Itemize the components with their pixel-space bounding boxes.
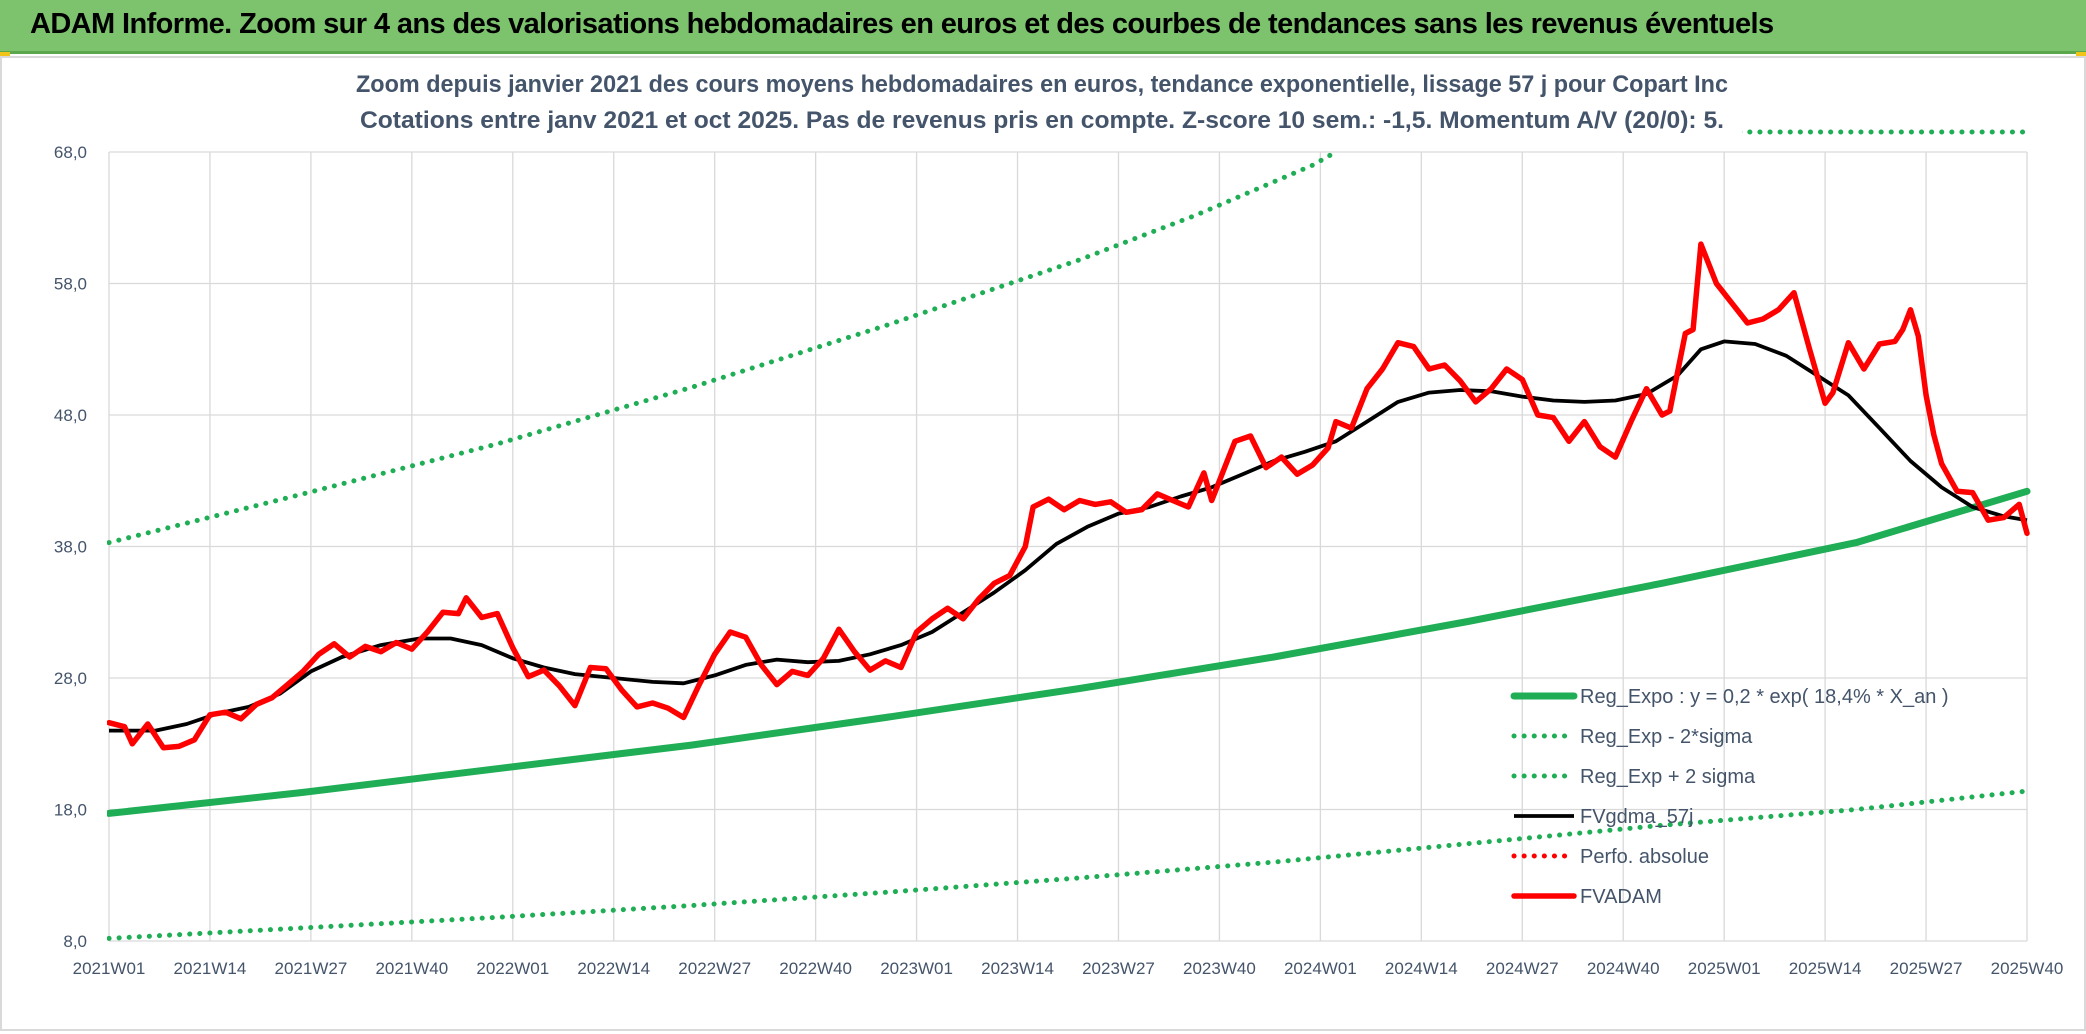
page-title: ADAM Informe. Zoom sur 4 ans des valoris… <box>30 8 1774 40</box>
legend-label: Reg_Exp - 2*sigma <box>1580 726 1753 748</box>
x-tick-label: 2022W40 <box>779 959 852 978</box>
x-tick-label: 2025W14 <box>1789 959 1862 978</box>
title-background <box>342 61 1742 97</box>
x-tick-label: 2022W14 <box>577 959 650 978</box>
x-tick-label: 2023W27 <box>1082 959 1155 978</box>
legend-label: Reg_Exp + 2 sigma <box>1580 766 1756 788</box>
x-tick-label: 2022W27 <box>678 959 751 978</box>
x-tick-label: 2023W14 <box>981 959 1054 978</box>
x-tick-label: 2023W01 <box>880 959 953 978</box>
x-tick-label: 2024W01 <box>1284 959 1357 978</box>
corner-marker-left <box>0 52 10 58</box>
x-tick-label: 2025W40 <box>1991 959 2064 978</box>
corner-marker-right <box>2076 52 2086 58</box>
legend-label: Reg_Expo : y = 0,2 * exp( 18,4% * X_an ) <box>1580 686 1949 708</box>
series-line-3 <box>109 339 2028 733</box>
series-line-0 <box>107 487 2031 817</box>
series-line-2 <box>107 149 1339 546</box>
x-tick-label: 2023W40 <box>1183 959 1256 978</box>
legend-label: FVgdma_57j <box>1580 806 1693 828</box>
series-line-1 <box>107 788 2030 941</box>
x-tick-label: 2024W27 <box>1486 959 1559 978</box>
chart-subtitle: Cotations entre janv 2021 et oct 2025. P… <box>360 107 1724 134</box>
legend-label: FVADAM <box>1580 886 1662 908</box>
x-tick-label: 2025W01 <box>1688 959 1761 978</box>
x-tick-label: 2025W27 <box>1890 959 1963 978</box>
x-tick-label: 2024W14 <box>1385 959 1458 978</box>
page-header: ADAM Informe. Zoom sur 4 ans des valoris… <box>0 0 2086 54</box>
subtitle-background <box>342 97 1742 135</box>
y-tick-label: 38,0 <box>54 538 87 557</box>
x-tick-label: 2021W40 <box>375 959 448 978</box>
x-tick-label: 2021W27 <box>275 959 348 978</box>
y-tick-label: 48,0 <box>54 406 87 425</box>
x-tick-label: 2021W14 <box>174 959 247 978</box>
line-chart: 8,0 18,0 28,0 38,0 48,0 58,0 68,0 2021W01 2021W1… <box>54 61 2064 978</box>
y-tick-label: 58,0 <box>54 275 87 294</box>
y-tick-label: 8,0 <box>63 932 87 951</box>
y-tick-label: 28,0 <box>54 669 87 688</box>
y-tick-label: 18,0 <box>54 801 87 820</box>
x-tick-label: 2024W40 <box>1587 959 1660 978</box>
chart-title: Zoom depuis janvier 2021 des cours moyen… <box>356 71 1728 98</box>
legend-label: Perfo. absolue <box>1580 846 1709 868</box>
y-tick-label: 68,0 <box>54 143 87 162</box>
x-tick-label: 2022W01 <box>476 959 549 978</box>
x-tick-label: 2021W01 <box>73 959 146 978</box>
chart-area: 8,0 18,0 28,0 38,0 48,0 58,0 68,0 2021W01 2021W1… <box>0 56 2086 1031</box>
series-line-5 <box>107 241 2030 751</box>
